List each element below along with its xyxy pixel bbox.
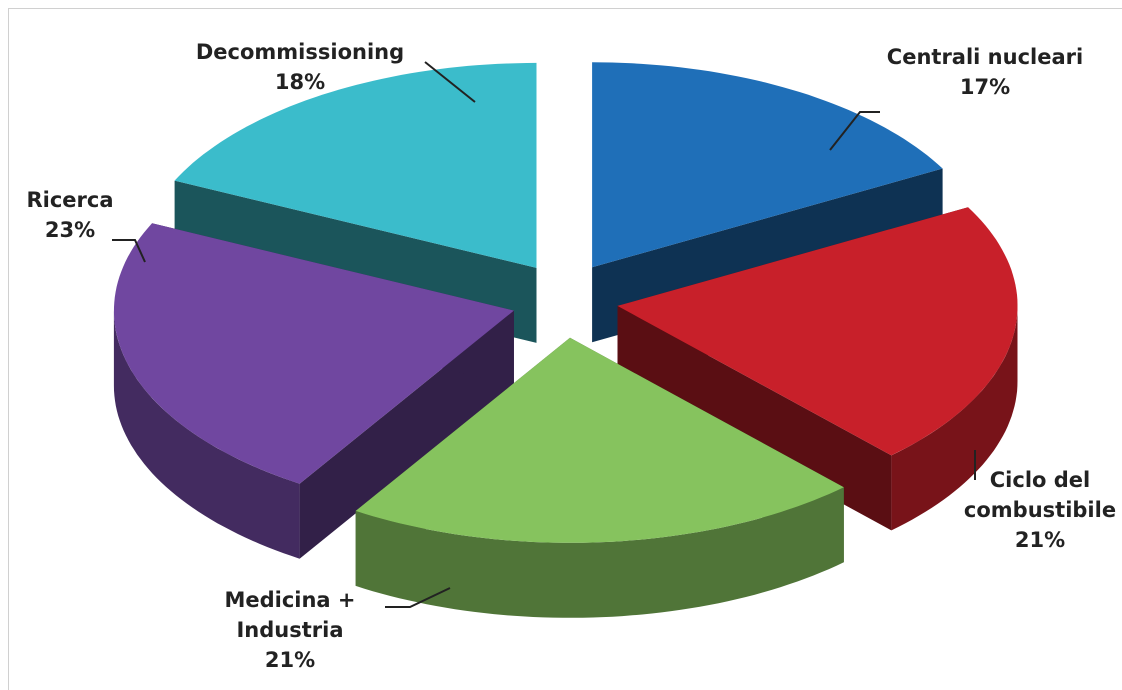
value-label: 17% bbox=[959, 75, 1011, 99]
slice-label: Ricerca 23% bbox=[0, 185, 150, 245]
leader-line bbox=[829, 111, 880, 151]
slice-label: Medicina + Industria 21% bbox=[180, 585, 400, 675]
value-label: 23% bbox=[44, 218, 96, 242]
leader-line bbox=[112, 239, 146, 263]
slice-label: Ciclo del combustibile 21% bbox=[940, 465, 1122, 555]
slice bbox=[592, 62, 943, 268]
slice bbox=[617, 207, 1018, 456]
leader-lines bbox=[112, 61, 976, 608]
leader-line bbox=[385, 587, 451, 608]
value-label: 21% bbox=[264, 648, 316, 672]
slice-label: Centrali nucleari 17% bbox=[885, 42, 1085, 102]
slice bbox=[113, 223, 514, 484]
chart-frame bbox=[8, 8, 1122, 690]
category-label: Ricerca bbox=[26, 188, 114, 212]
leader-line bbox=[424, 61, 476, 103]
value-label: 21% bbox=[1014, 528, 1066, 552]
category-label: Decommissioning bbox=[195, 40, 405, 64]
category-label: Centrali nucleari bbox=[886, 45, 1084, 69]
value-label: 18% bbox=[274, 70, 326, 94]
slice-wall bbox=[113, 310, 300, 559]
slice-side bbox=[617, 305, 892, 531]
slice-wall bbox=[355, 487, 844, 618]
slices bbox=[113, 62, 1018, 618]
slice bbox=[174, 62, 537, 268]
slice-label: Decommissioning 18% bbox=[150, 37, 450, 97]
slice bbox=[355, 337, 844, 543]
category-label: Medicina + Industria bbox=[224, 588, 356, 642]
category-label: Ciclo del combustibile bbox=[963, 468, 1117, 522]
slice-wall bbox=[891, 305, 1018, 531]
